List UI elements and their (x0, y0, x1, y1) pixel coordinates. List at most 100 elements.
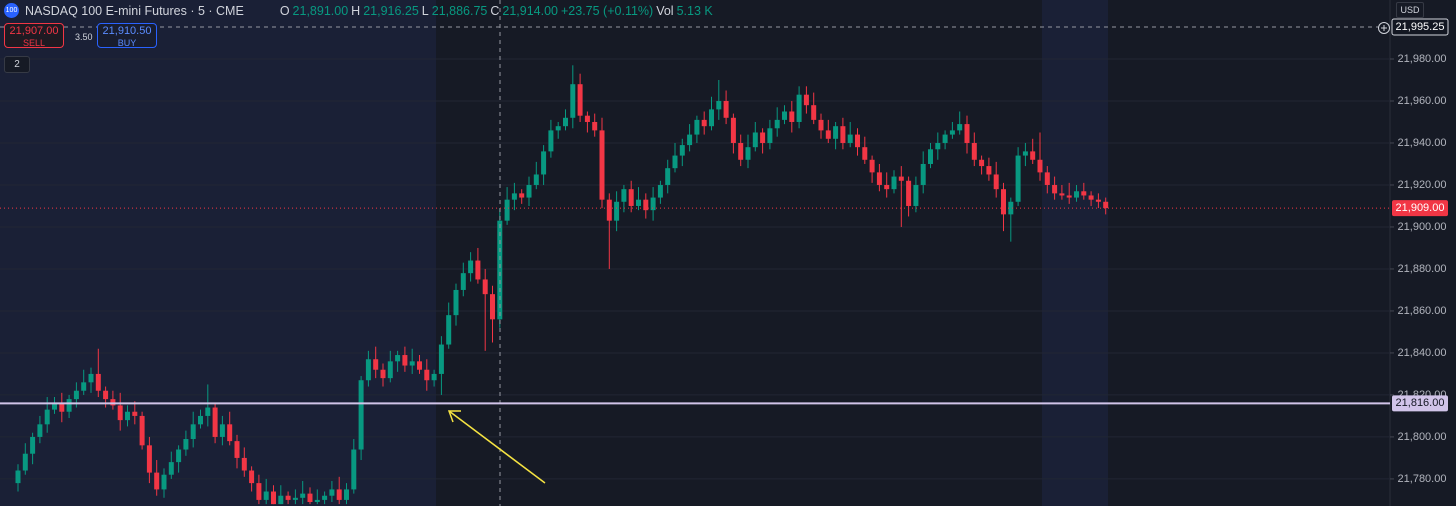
candle-body (701, 119, 707, 127)
candle-body (606, 199, 612, 221)
symbol[interactable]: NASDAQ 100 E-mini Futures · 5 · CME (25, 3, 244, 18)
candle-body (322, 495, 328, 500)
candle-body (1015, 155, 1021, 202)
candle-body (548, 130, 554, 152)
candle-body (643, 199, 649, 211)
y-tick-label: 21,800.00 (1398, 431, 1447, 443)
candle-body (621, 189, 627, 202)
candle-body (570, 84, 576, 118)
y-tick-label: 21,780.00 (1398, 473, 1447, 485)
candle-body (263, 491, 269, 500)
candle-body (358, 380, 364, 450)
candle-body (723, 100, 729, 118)
candle-body (198, 415, 203, 425)
candle-body (190, 424, 196, 440)
candle-body (752, 132, 758, 148)
candle-body (417, 361, 422, 370)
candle-body (935, 142, 941, 150)
candle-body (468, 260, 474, 274)
currency[interactable]: USD (1396, 2, 1424, 18)
candle-body (760, 132, 766, 143)
candle-body (329, 489, 335, 496)
candle-body (818, 119, 824, 131)
candle-body (227, 424, 233, 442)
candle-body (234, 441, 240, 458)
candle-body (212, 407, 218, 437)
candle-body (154, 472, 160, 490)
candle-body (869, 159, 875, 173)
candle-body (687, 134, 693, 146)
candle-body (1074, 191, 1079, 198)
arrow (447, 410, 546, 484)
price-label-box (1392, 200, 1448, 217)
candle-body (1052, 184, 1058, 194)
candle-body (533, 174, 539, 185)
candle-body (774, 119, 780, 129)
candle-body (577, 84, 583, 116)
candle-body (139, 415, 145, 446)
candle-body (219, 424, 225, 437)
candle-body (694, 119, 700, 135)
candle-body (650, 197, 656, 211)
candle-body (833, 126, 839, 139)
candle-body (1022, 151, 1028, 156)
buy-label: BUY (117, 38, 137, 48)
candle-body (446, 315, 452, 345)
candle-body (482, 279, 488, 295)
candle-body (490, 294, 495, 320)
candle-body (898, 176, 904, 181)
candle-body (387, 361, 393, 379)
buy-button[interactable]: 21,910.50 BUY (97, 23, 157, 48)
candle-body (1088, 195, 1094, 200)
candle-body (811, 105, 817, 120)
candle-body (278, 495, 284, 505)
price-label: 21,995.25 (1396, 21, 1445, 33)
candle-body (125, 411, 130, 421)
sell-button[interactable]: 21,907.00 SELL (4, 23, 64, 48)
candle-body (256, 483, 262, 500)
y-tick-label: 21,920.00 (1398, 179, 1447, 191)
candle-body (767, 128, 773, 143)
candle-body (168, 462, 174, 475)
symbol-icon: 100 (4, 3, 19, 18)
candle-body (745, 147, 751, 160)
h-value: 21,916.25 (363, 3, 419, 18)
candle-body (825, 130, 831, 139)
candle-body (424, 369, 430, 381)
candle-body (730, 117, 736, 143)
candle-body (103, 390, 109, 400)
candle-body (161, 474, 167, 490)
candle-body (351, 449, 357, 490)
session-shade (0, 0, 436, 506)
candle-body (986, 166, 992, 175)
candle-body (526, 184, 532, 198)
price-label-box (1391, 18, 1449, 36)
candle-body (292, 497, 298, 500)
candle-body (928, 149, 933, 164)
candle-body (891, 176, 897, 190)
candle-body (993, 174, 999, 190)
candle-body (920, 163, 926, 185)
candle-body (132, 411, 138, 416)
candle-body (862, 147, 868, 160)
candle-body (395, 355, 401, 362)
candle-body (66, 399, 72, 412)
candle-body (949, 130, 955, 135)
candle-body (314, 499, 320, 503)
candle-body (460, 273, 466, 290)
candle-body (504, 199, 510, 221)
candle-body (336, 489, 342, 500)
sell-label: SELL (22, 38, 46, 48)
o-label: O (279, 3, 290, 18)
candle-body (15, 470, 21, 484)
candle-body (30, 436, 36, 454)
candle-body (52, 403, 57, 410)
plus-icon[interactable] (1378, 22, 1390, 34)
arrow-head (447, 410, 461, 423)
candle-body (1008, 201, 1014, 215)
indicators-toggle[interactable]: 2 (4, 56, 30, 73)
candle-body (300, 493, 306, 498)
legend: 100 NASDAQ 100 E-mini Futures · 5 · CME … (4, 3, 713, 18)
